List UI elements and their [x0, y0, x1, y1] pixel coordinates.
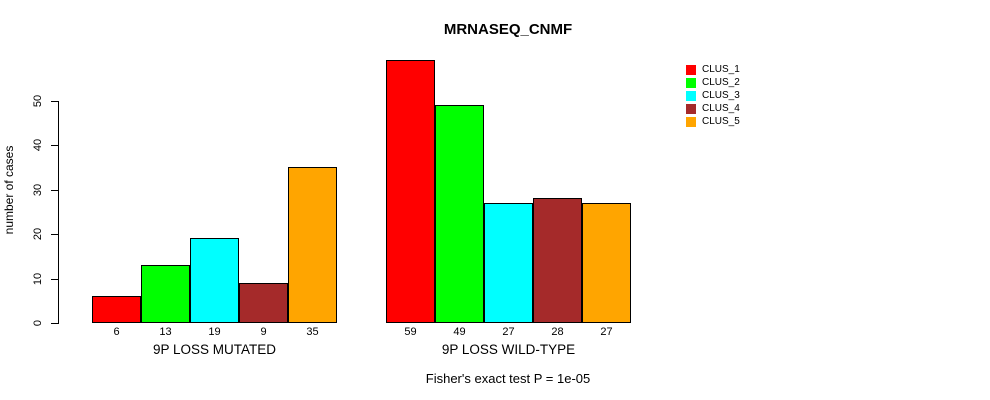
- y-tick-mark: [51, 278, 58, 280]
- bar-clus_1-group1: [92, 296, 141, 323]
- bar-clus_4-group1: [239, 283, 288, 323]
- y-tick-label: 0: [32, 319, 44, 327]
- legend-label: CLUS_5: [702, 116, 740, 127]
- y-tick-label: 10: [32, 272, 44, 285]
- legend-swatch-icon: [686, 104, 696, 114]
- x-group-label-mutated: 9P LOSS MUTATED: [152, 342, 277, 357]
- y-tick-mark: [51, 145, 58, 146]
- bar-clus_2-group1: [141, 265, 190, 323]
- chart-title: MRNASEQ_CNMF: [443, 21, 573, 38]
- bar-value-label: 9: [260, 326, 267, 338]
- bar-clus_5-group2: [582, 203, 631, 323]
- bar-clus_3-group1: [190, 238, 239, 323]
- bar-value-label: 6: [113, 326, 120, 338]
- bar-clus_4-group2: [533, 198, 582, 323]
- y-tick-mark: [51, 323, 58, 324]
- y-tick-label: 50: [32, 94, 44, 107]
- y-tick-mark: [51, 189, 58, 191]
- bar-value-label: 59: [404, 326, 417, 338]
- legend-item-clus_1: CLUS_1: [686, 65, 740, 75]
- legend-swatch-icon: [686, 78, 696, 88]
- y-tick-mark: [51, 100, 58, 102]
- y-tick-label: 30: [32, 183, 44, 196]
- bar-value-label: 27: [502, 326, 515, 338]
- y-tick-label: 40: [32, 138, 44, 152]
- bar-clus_5-group1: [288, 167, 337, 323]
- bar-value-label: 19: [208, 326, 221, 338]
- legend-label: CLUS_3: [702, 90, 740, 101]
- bar-clus_3-group2: [484, 203, 533, 323]
- bar-clus_1-group2: [386, 60, 435, 323]
- y-tick-mark: [51, 234, 58, 235]
- fisher-test-annotation: Fisher's exact test P = 1e-05: [425, 371, 591, 386]
- bar-clus_2-group2: [435, 105, 484, 323]
- legend-item-clus_3: CLUS_3: [686, 91, 740, 101]
- bar-value-label: 35: [306, 326, 319, 338]
- legend-item-clus_2: CLUS_2: [686, 78, 740, 88]
- legend-label: CLUS_1: [702, 64, 740, 75]
- legend-swatch-icon: [686, 65, 696, 75]
- x-group-label-wild-type: 9P LOSS WILD-TYPE: [441, 342, 576, 357]
- legend-swatch-icon: [686, 91, 696, 101]
- legend-label: CLUS_4: [702, 103, 740, 114]
- legend-item-clus_5: CLUS_5: [686, 117, 740, 127]
- bar-value-label: 27: [600, 326, 613, 338]
- legend-item-clus_4: CLUS_4: [686, 104, 740, 114]
- legend: CLUS_1 CLUS_2 CLUS_3 CLUS_4 CLUS_5: [686, 65, 740, 127]
- bar-value-label: 28: [551, 326, 564, 338]
- legend-label: CLUS_2: [702, 77, 740, 88]
- bar-value-label: 13: [159, 326, 172, 338]
- y-tick-label: 20: [32, 227, 44, 241]
- bar-value-label: 49: [453, 326, 466, 338]
- y-axis-line: [58, 101, 59, 324]
- y-axis-label: number of cases: [2, 145, 16, 235]
- legend-swatch-icon: [686, 117, 696, 127]
